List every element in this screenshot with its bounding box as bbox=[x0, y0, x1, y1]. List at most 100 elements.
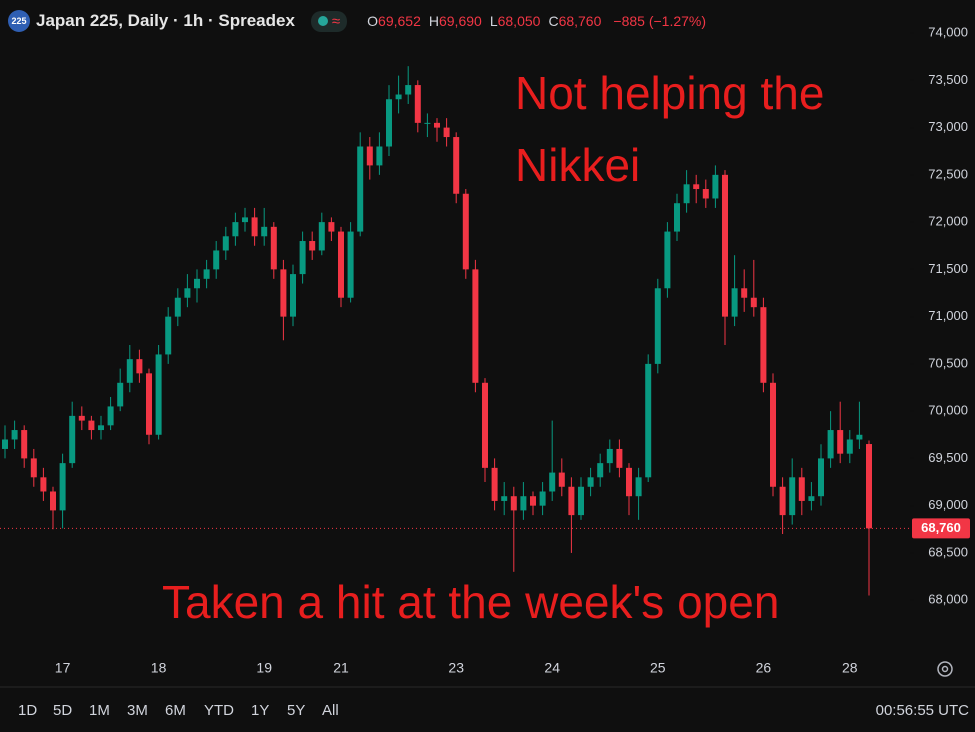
candle-body bbox=[462, 193, 469, 270]
candle-body bbox=[702, 189, 709, 199]
candle-body bbox=[693, 184, 700, 190]
candle-body bbox=[587, 477, 594, 487]
ohlc-value: 69,690 bbox=[438, 13, 482, 29]
candle-body bbox=[299, 241, 306, 275]
candle-body bbox=[750, 297, 757, 308]
candle-body bbox=[856, 434, 863, 440]
candle-body bbox=[530, 496, 536, 506]
candle-body bbox=[443, 127, 450, 138]
candle-body bbox=[386, 99, 392, 147]
candle-body bbox=[155, 354, 162, 435]
ohlc-values: O 69,652 H 69,690 L 68,050 C 68,760 bbox=[359, 13, 601, 29]
gear[interactable] bbox=[937, 661, 953, 677]
candle-body bbox=[261, 226, 268, 237]
range-button[interactable]: All bbox=[322, 702, 339, 719]
candle-body bbox=[203, 269, 210, 279]
range-button[interactable]: 1D bbox=[18, 702, 38, 719]
candle-body bbox=[251, 217, 258, 237]
status-pill[interactable]: ≈ bbox=[310, 10, 348, 32]
x-tick-label: 18 bbox=[151, 660, 167, 676]
symbol-title[interactable]: Japan 225, Daily · 1h · Spreadex bbox=[36, 11, 295, 30]
candle-body bbox=[213, 250, 220, 270]
candle-body bbox=[270, 226, 277, 270]
ohlc-key: H bbox=[428, 13, 439, 29]
candle-body bbox=[280, 269, 287, 317]
candle-body bbox=[40, 477, 47, 492]
candle-body bbox=[405, 85, 412, 95]
y-tick-label: 74,000 bbox=[928, 25, 968, 40]
y-tick-label: 69,000 bbox=[928, 497, 968, 512]
x-tick-label: 24 bbox=[544, 660, 560, 676]
ohlc-value: 68,760 bbox=[558, 13, 602, 29]
y-tick-label: 71,500 bbox=[928, 261, 968, 276]
candle-body bbox=[318, 222, 325, 251]
clock: 00:56:55 UTC bbox=[875, 702, 969, 719]
candle-body bbox=[712, 174, 719, 199]
candle-body bbox=[290, 274, 296, 317]
candle-body bbox=[88, 420, 95, 431]
candle-body bbox=[414, 85, 421, 123]
legend-header: 225 Japan 225, Daily · 1h · Spreadex ≈ O… bbox=[8, 8, 706, 34]
bottom-toolbar: 00:56:55 UTC 1D 5D 1M 3M 6M YTD 1Y 5Y All bbox=[0, 690, 975, 732]
ohlc-value: 69,652 bbox=[378, 13, 421, 29]
candle-body bbox=[165, 316, 172, 355]
candle-body bbox=[11, 430, 18, 440]
candle-body bbox=[174, 297, 181, 317]
candle-body bbox=[309, 241, 316, 251]
range-button[interactable]: 1Y bbox=[251, 702, 270, 719]
candle-body bbox=[117, 382, 124, 407]
candle-body bbox=[827, 430, 834, 459]
x-tick-label: 28 bbox=[842, 660, 858, 676]
y-tick-label: 70,500 bbox=[928, 355, 968, 370]
candle-body bbox=[606, 448, 613, 464]
settings-icon[interactable] bbox=[937, 661, 953, 677]
candle-body bbox=[472, 269, 479, 383]
candle-body bbox=[568, 486, 575, 516]
candle-body bbox=[194, 278, 200, 289]
candle-body bbox=[434, 122, 440, 128]
candle-body bbox=[674, 203, 680, 232]
candle-body bbox=[635, 477, 642, 497]
candle-body bbox=[558, 472, 565, 487]
y-tick-label: 69,500 bbox=[928, 450, 968, 465]
annotation: Taken a hit at the week's open bbox=[162, 576, 779, 628]
candle-body bbox=[597, 463, 604, 478]
status-dot bbox=[317, 16, 328, 26]
y-tick-label: 73,500 bbox=[928, 72, 968, 87]
change: −885 (−1.27%) bbox=[613, 13, 707, 29]
candle-body bbox=[578, 486, 584, 516]
range-button[interactable]: 3M bbox=[127, 702, 148, 719]
x-tick-label: 19 bbox=[256, 660, 272, 676]
ohlc-key: L bbox=[489, 13, 498, 29]
candle-body bbox=[146, 373, 152, 435]
gear-hub[interactable] bbox=[941, 665, 949, 673]
ohlc-key: O bbox=[367, 13, 379, 29]
range-button[interactable]: 5Y bbox=[287, 702, 306, 719]
range-button[interactable]: 6M bbox=[165, 702, 186, 719]
ohlc-key: C bbox=[548, 13, 559, 29]
candle-body bbox=[136, 359, 143, 374]
candle-body bbox=[50, 491, 56, 511]
y-tick-label: 72,000 bbox=[928, 214, 968, 229]
candle-body bbox=[818, 458, 824, 497]
candle-body bbox=[491, 467, 498, 501]
candle-body bbox=[654, 288, 661, 364]
x-tick-label: 26 bbox=[756, 660, 772, 676]
candle-body bbox=[338, 231, 344, 298]
range-button[interactable]: 5D bbox=[53, 702, 73, 719]
candle-body bbox=[501, 496, 508, 501]
candle-body bbox=[107, 406, 114, 426]
candle-body bbox=[779, 486, 786, 516]
candle-body bbox=[357, 146, 364, 232]
candle-body bbox=[683, 184, 690, 204]
candle-body bbox=[722, 174, 728, 317]
range-button[interactable]: YTD bbox=[204, 702, 234, 719]
candle-body bbox=[424, 122, 431, 124]
candle-body bbox=[395, 94, 402, 100]
candle-body bbox=[520, 496, 527, 511]
candle-body bbox=[789, 477, 796, 516]
last-price-tag bbox=[912, 518, 970, 539]
x-tick-label: 17 bbox=[55, 660, 71, 676]
range-button[interactable]: 1M bbox=[89, 702, 110, 719]
